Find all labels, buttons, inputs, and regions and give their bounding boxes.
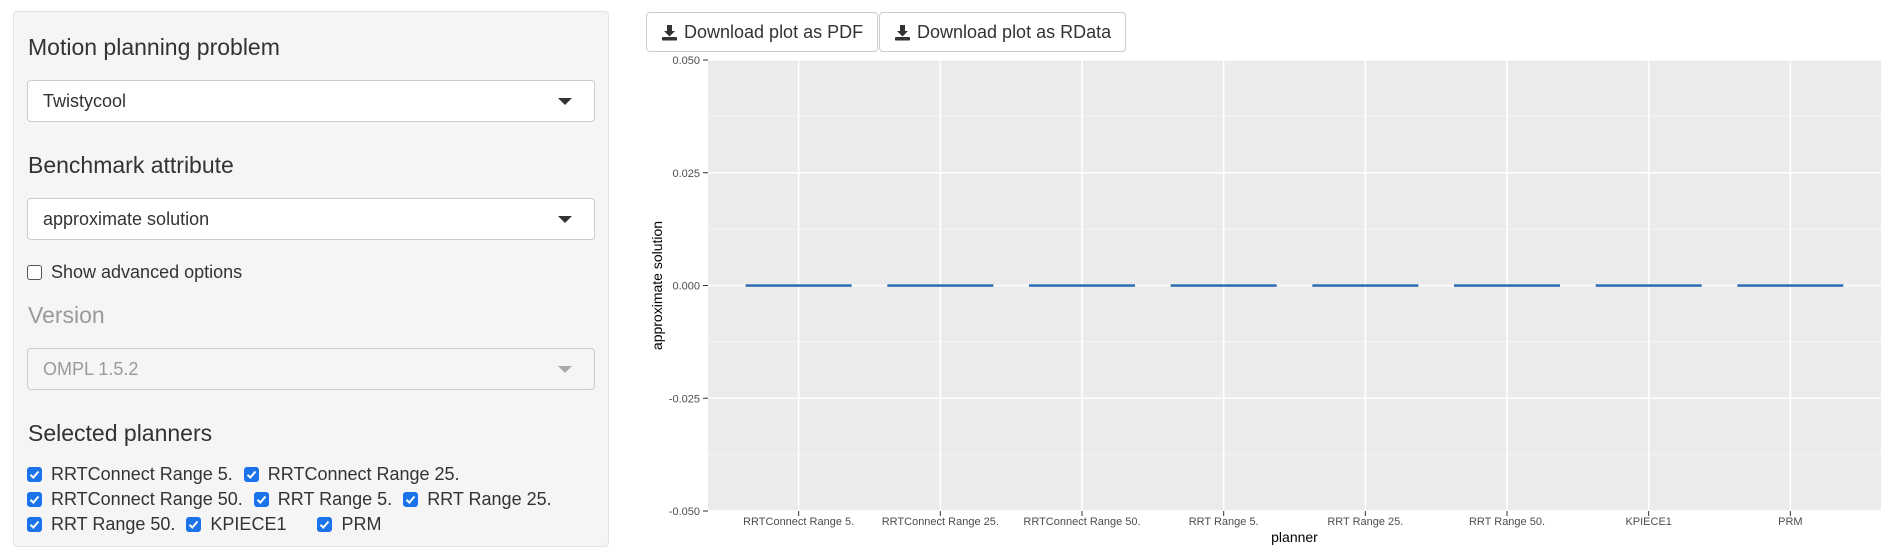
x-tick-label: KPIECE1 xyxy=(1625,516,1671,528)
attribute-label: Benchmark attribute xyxy=(28,152,234,178)
planner-label: RRT Range 50. xyxy=(51,514,176,534)
attribute-select[interactable]: approximate solution xyxy=(27,198,595,240)
y-axis: -0.050 -0.025 0.000 0.025 0.050 xyxy=(669,55,708,518)
planner-option[interactable]: RRTConnect Range 25. xyxy=(243,464,460,485)
version-select-value: OMPL 1.5.2 xyxy=(43,359,139,379)
grid-minor xyxy=(708,115,1881,456)
planner-option[interactable]: RRT Range 25. xyxy=(403,489,552,510)
attribute-select-value: approximate solution xyxy=(43,209,210,229)
bar xyxy=(1454,284,1561,287)
chevron-down-icon xyxy=(558,216,572,223)
planner-label: RRTConnect Range 25. xyxy=(267,464,460,484)
planner-option[interactable]: PRM xyxy=(317,514,381,535)
planner-row-3: RRT Range 50. KPIECE1 PRM xyxy=(27,514,392,535)
y-tick-label: 0.025 xyxy=(672,168,700,180)
x-axis-title: planner xyxy=(1271,529,1318,545)
x-tick-label: RRTConnect Range 50. xyxy=(1023,516,1140,528)
x-tick-label: RRTConnect Range 25. xyxy=(882,516,999,528)
benchmark-chart: -0.050 -0.025 0.000 0.025 0.050 RRTConnect R… xyxy=(649,55,1881,545)
chevron-down-icon xyxy=(558,98,572,105)
bar xyxy=(1595,284,1702,287)
y-tick-label: 0.000 xyxy=(672,281,700,293)
bar xyxy=(1170,284,1277,287)
planner-label: KPIECE1 xyxy=(210,514,287,534)
planner-option[interactable]: RRTConnect Range 5. xyxy=(27,464,233,485)
planners-label: Selected planners xyxy=(28,420,213,446)
advanced-options-checkbox[interactable] xyxy=(27,265,42,280)
planner-checkbox[interactable] xyxy=(186,517,202,532)
y-axis-title: approximate solution xyxy=(649,221,665,350)
version-label: Version xyxy=(28,302,105,328)
bar xyxy=(1737,284,1844,287)
planner-option[interactable]: RRT Range 5. xyxy=(253,489,393,510)
planner-label: RRTConnect Range 50. xyxy=(51,489,243,509)
planner-checkbox[interactable] xyxy=(243,467,259,482)
planner-option[interactable]: RRTConnect Range 50. xyxy=(27,489,243,510)
x-axis: RRTConnect Range 5. RRTConnect Range 25. R… xyxy=(743,511,1803,528)
planner-checkbox[interactable] xyxy=(27,492,42,507)
x-tick-label: PRM xyxy=(1778,516,1802,528)
version-select: OMPL 1.5.2 xyxy=(27,348,595,390)
chevron-down-icon xyxy=(558,366,572,373)
planner-row-1: RRTConnect Range 5. RRTConnect Range 25. xyxy=(27,464,471,485)
advanced-options-label: Show advanced options xyxy=(51,262,243,282)
planner-checkbox[interactable] xyxy=(317,517,333,532)
planner-label: PRM xyxy=(341,514,382,534)
sidebar-panel: Motion planning problem Twistycool Bench… xyxy=(13,11,609,547)
x-tick-label: RRT Range 50. xyxy=(1469,516,1545,528)
bar xyxy=(745,284,852,287)
problem-select[interactable]: Twistycool xyxy=(27,80,595,122)
problem-label: Motion planning problem xyxy=(28,34,280,60)
bar xyxy=(887,284,994,287)
planner-label: RRTConnect Range 5. xyxy=(51,464,233,484)
y-tick-label: -0.025 xyxy=(669,393,700,405)
bar-series xyxy=(745,284,1844,287)
problem-select-value: Twistycool xyxy=(43,91,127,111)
planner-checkbox[interactable] xyxy=(27,467,42,482)
planner-row-2: RRTConnect Range 50. RRT Range 5. RRT Ra… xyxy=(27,489,563,510)
x-tick-label: RRT Range 25. xyxy=(1327,516,1403,528)
planner-checkbox[interactable] xyxy=(253,492,269,507)
planner-checkbox[interactable] xyxy=(403,492,419,507)
x-tick-label: RRTConnect Range 5. xyxy=(743,516,854,528)
y-tick-label: -0.050 xyxy=(669,506,700,518)
bar xyxy=(1028,284,1135,287)
download-pdf-button[interactable]: Download plot as PDF xyxy=(646,12,879,52)
download-icon xyxy=(661,24,678,41)
y-tick-label: 0.050 xyxy=(672,55,700,67)
planner-option[interactable]: KPIECE1 xyxy=(186,514,286,535)
planner-option[interactable]: RRT Range 50. xyxy=(27,514,175,535)
download-pdf-label: Download plot as PDF xyxy=(684,21,864,42)
download-icon xyxy=(894,24,911,41)
planner-label: RRT Range 5. xyxy=(277,489,393,509)
download-rdata-button[interactable]: Download plot as RData xyxy=(879,12,1127,52)
planner-checkbox[interactable] xyxy=(27,517,42,532)
x-tick-label: RRT Range 5. xyxy=(1189,516,1259,528)
bar xyxy=(1312,284,1419,287)
planner-label: RRT Range 25. xyxy=(427,489,552,509)
download-rdata-label: Download plot as RData xyxy=(917,21,1112,42)
advanced-options-toggle[interactable]: Show advanced options xyxy=(27,262,242,283)
